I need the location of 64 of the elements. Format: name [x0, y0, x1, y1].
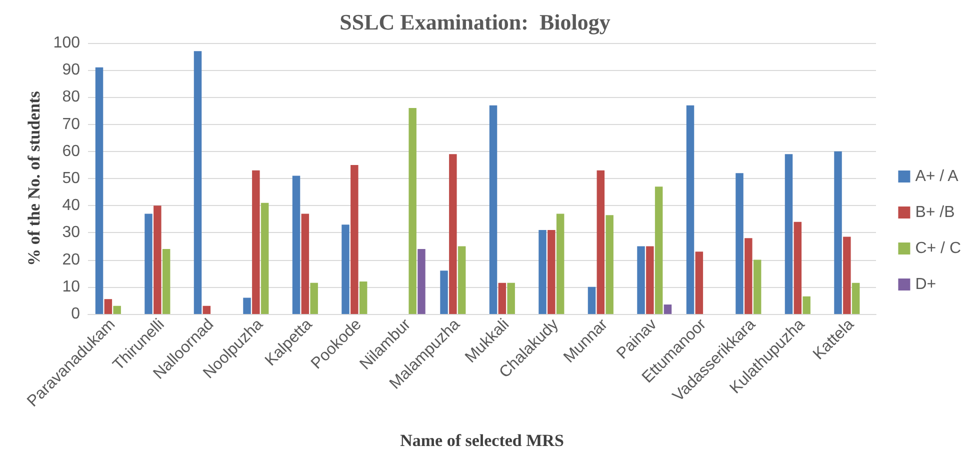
bar — [113, 306, 121, 314]
bar — [260, 202, 269, 314]
bar — [538, 230, 546, 314]
bar — [637, 246, 645, 314]
bar — [194, 51, 202, 314]
legend-label: A+ / A — [915, 168, 959, 185]
x-axis-title: Name of selected MRS — [400, 431, 564, 450]
y-tick-label: 70 — [62, 116, 80, 133]
bar — [843, 236, 851, 314]
bar — [310, 282, 318, 314]
bar — [144, 214, 152, 314]
bar — [95, 67, 104, 314]
bar — [440, 270, 448, 314]
bar — [548, 230, 556, 314]
bar — [449, 154, 457, 314]
bar — [596, 170, 605, 314]
bar — [408, 108, 416, 314]
bar — [359, 281, 368, 314]
bar — [744, 238, 752, 314]
y-tick-label: 50 — [62, 170, 80, 187]
bar — [852, 282, 860, 314]
bar — [834, 151, 842, 314]
bar — [686, 105, 694, 314]
bar — [252, 170, 260, 314]
bar — [458, 246, 466, 314]
bar — [695, 252, 704, 314]
bar — [794, 222, 802, 314]
bar — [243, 298, 251, 314]
bar — [104, 299, 112, 314]
y-tick-label: 20 — [62, 251, 80, 268]
bar — [736, 173, 744, 314]
y-tick-label: 100 — [53, 34, 80, 52]
bar — [654, 186, 663, 314]
bar — [489, 105, 498, 314]
y-tick-label: 30 — [62, 224, 80, 242]
bar — [646, 246, 654, 314]
y-tick-label: 60 — [62, 142, 80, 160]
bar — [802, 296, 810, 314]
y-axis-title: % of the No. of students — [24, 90, 44, 266]
bar — [301, 214, 310, 314]
y-tick-label: 40 — [62, 197, 80, 214]
bar — [664, 304, 672, 314]
bar — [202, 306, 211, 314]
y-tick-label: 10 — [62, 278, 80, 296]
legend-label: D+ — [915, 276, 936, 293]
bar — [350, 164, 358, 314]
bar — [418, 248, 426, 314]
y-tick-label: 90 — [62, 62, 80, 79]
y-tick-label: 0 — [71, 306, 80, 322]
bar — [753, 260, 762, 314]
legend-label: C+ / C — [915, 240, 962, 257]
bar — [784, 154, 793, 314]
bar — [292, 176, 300, 314]
bar — [606, 215, 614, 314]
y-tick-label: 80 — [62, 88, 80, 106]
bar — [498, 282, 506, 314]
bar — [162, 248, 170, 314]
bar — [342, 224, 350, 314]
bar — [154, 206, 162, 314]
bar — [588, 286, 596, 314]
chart-title: SSLC Examination: Biology — [340, 10, 610, 34]
bar — [507, 282, 515, 314]
bar — [556, 214, 564, 314]
legend-label: B+ /B — [915, 204, 955, 221]
